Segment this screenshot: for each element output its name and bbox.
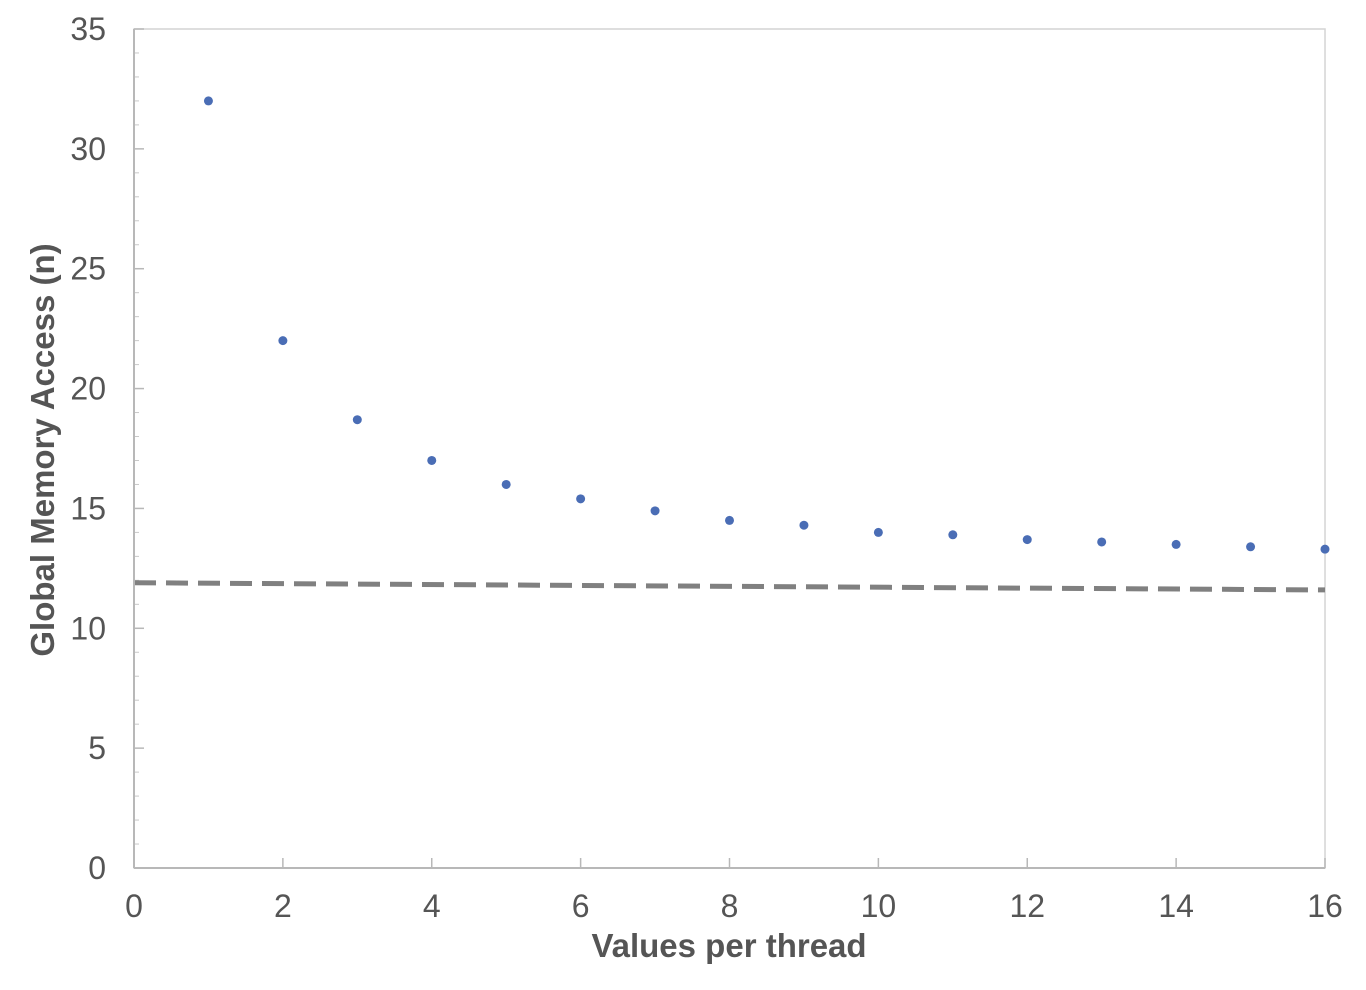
data-point — [1171, 539, 1181, 549]
x-tick-label: 16 — [1307, 888, 1343, 924]
y-tick-label: 35 — [70, 11, 106, 47]
plot-frame — [133, 28, 1326, 869]
data-point — [352, 415, 362, 425]
x-tick-label: 12 — [1009, 888, 1045, 924]
y-axis-title: Global Memory Access (n) — [24, 243, 61, 656]
y-tick-label: 0 — [88, 850, 106, 886]
data-point — [501, 479, 511, 489]
y-tick-label: 15 — [70, 490, 106, 526]
data-point — [427, 455, 437, 465]
y-tick-label: 5 — [88, 730, 106, 766]
x-tick-label: 10 — [861, 888, 897, 924]
x-tick-label: 6 — [572, 888, 590, 924]
x-tick-label: 2 — [274, 888, 292, 924]
data-point — [1246, 542, 1256, 552]
data-point — [203, 96, 213, 106]
y-tick-label: 10 — [70, 610, 106, 646]
y-tick-label: 30 — [70, 131, 106, 167]
data-point — [1097, 537, 1107, 547]
x-tick-label: 8 — [721, 888, 739, 924]
data-point — [278, 336, 288, 346]
x-tick-label: 14 — [1158, 888, 1194, 924]
data-point — [1022, 535, 1032, 545]
data-point — [799, 520, 809, 530]
data-point — [873, 527, 883, 537]
y-axis-ticks: 0 5 10 15 20 25 30 35 — [70, 11, 144, 886]
x-tick-label: 4 — [423, 888, 441, 924]
y-tick-label: 20 — [70, 371, 106, 407]
x-axis-title: Values per thread — [591, 927, 866, 964]
data-point — [948, 530, 958, 540]
x-axis-ticks: 0 2 4 6 8 10 12 14 16 — [125, 858, 1343, 924]
x-tick-label: 0 — [125, 888, 143, 924]
y-tick-label: 25 — [70, 251, 106, 287]
dashed-reference-line — [133, 580, 1326, 593]
data-point — [576, 494, 586, 504]
data-point — [1320, 544, 1330, 554]
data-point — [650, 506, 660, 516]
series-layer — [133, 96, 1330, 593]
data-point — [725, 515, 734, 525]
